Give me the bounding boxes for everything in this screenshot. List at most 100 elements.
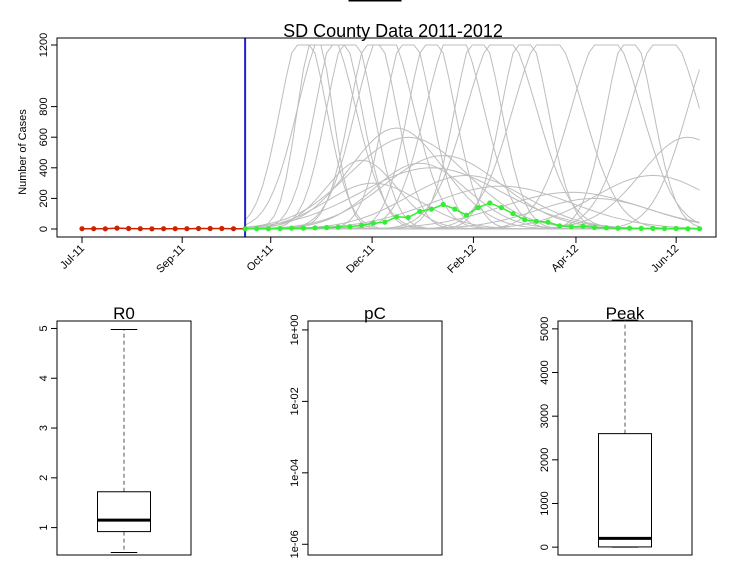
forecast-period-point: [580, 223, 586, 229]
observed-point: [184, 226, 190, 232]
x-tick-label: Jun-12: [649, 243, 681, 275]
top-y-axis-label: Number of Cases: [17, 109, 29, 195]
observed-point: [172, 226, 178, 232]
simulation-curves: [244, 44, 700, 230]
peak-panel: Peak 0 1000 2000 3000 4000 5000: [539, 304, 693, 556]
r0-boxplot: [97, 328, 151, 554]
y-tick-label: 1e+00: [289, 314, 301, 345]
y-tick-label: 2: [38, 475, 50, 481]
forecast-period-point: [417, 208, 423, 214]
forecast-period-point: [685, 226, 691, 232]
y-tick-label: 800: [38, 97, 50, 115]
forecast-period-point: [463, 212, 469, 218]
forecast-period-point: [300, 225, 306, 231]
observed-point: [91, 226, 97, 232]
forecast-period-point: [265, 226, 271, 232]
observed-point: [126, 225, 132, 232]
top-y-axis: 0 200 400 600 800 1200: [38, 33, 58, 232]
y-tick-label: 4: [38, 375, 50, 381]
y-tick-label: 5: [38, 325, 50, 331]
observed-point: [230, 226, 237, 232]
simulation-curve: [245, 69, 700, 230]
forecast-period-point: [277, 225, 283, 232]
y-tick-label: 0: [539, 544, 551, 550]
y-tick-label: 1200: [38, 33, 50, 57]
observed-series: [79, 225, 248, 232]
peak-boxplot: [598, 319, 652, 548]
forecast-period-point: [650, 225, 656, 231]
forecast-period-point: [254, 226, 260, 232]
forecast-period-point: [592, 224, 598, 231]
forecast-period-point: [557, 223, 563, 229]
forecast-period-point: [627, 225, 633, 231]
forecast-period-point: [405, 214, 411, 221]
forecast-period-point: [487, 200, 493, 206]
observed-point: [79, 226, 85, 232]
peak-title: Peak: [606, 304, 645, 323]
y-tick-label: 1000: [539, 491, 551, 515]
top-plot-frame: [56, 37, 717, 238]
forecast-period-point: [533, 218, 540, 224]
forecast-period-point: [428, 206, 435, 212]
iqr-box: [97, 491, 151, 533]
forecast-period-point: [370, 220, 376, 226]
top-title: SD County Data 2011-2012: [283, 21, 503, 41]
forecast-period-point: [440, 201, 446, 208]
forecast-period-point: [475, 205, 481, 211]
forecast-period-point: [673, 225, 679, 232]
forecast-period-point: [510, 211, 516, 217]
forecast-period-point: [661, 225, 668, 232]
x-tick-label: Apr-12: [549, 243, 581, 275]
peak-y-axis: 0 1000 2000 3000 4000 5000: [539, 317, 559, 550]
y-tick-label: 1e-02: [289, 387, 301, 415]
observed-point: [149, 226, 155, 232]
forecast-period-line: [245, 202, 700, 230]
observed-point: [114, 225, 120, 231]
forecast-period-point: [394, 214, 400, 220]
observed-point: [137, 226, 143, 232]
y-tick-label: 3: [38, 425, 50, 431]
x-tick-label: Feb-12: [445, 243, 478, 276]
observed-point: [207, 225, 213, 232]
y-tick-label: 1e-06: [289, 530, 301, 558]
y-tick-label: 400: [38, 159, 50, 177]
simulation-curve: [245, 167, 700, 230]
forecast-period-point: [347, 224, 353, 230]
x-tick-label: Jul-11: [58, 243, 87, 272]
forecast-period-point: [242, 226, 248, 232]
y-tick-label: 1e-04: [289, 459, 301, 487]
simulation-curve: [245, 155, 700, 230]
forecast-period-point: [568, 224, 574, 230]
forecast-period-point: [696, 226, 703, 232]
pc-title: pC: [364, 304, 386, 323]
top-panel: SD County Data 2011-2012 0 200 400 600 800 12…: [17, 21, 717, 276]
forecast-period-point: [522, 217, 528, 223]
top-x-axis: Jul-11 Sep-11 Oct-11 Dec-11 Feb-12 Apr-12 Jun-…: [58, 236, 681, 276]
x-tick-label: Oct-11: [245, 243, 276, 274]
forecast-period-point: [312, 225, 318, 231]
forecast-period-point: [289, 225, 295, 231]
y-tick-label: 3000: [539, 404, 551, 428]
y-tick-label: 5000: [539, 317, 551, 341]
forecast-period-point: [603, 225, 609, 231]
forecast-period-point: [382, 219, 388, 225]
forecast-period-point: [638, 225, 644, 231]
y-tick-label: 0: [38, 226, 50, 232]
forecast-period-point: [359, 222, 365, 228]
observed-point: [219, 225, 225, 232]
y-tick-label: 4000: [539, 360, 551, 384]
forecast-period-point: [545, 219, 551, 225]
y-tick-label: 200: [38, 189, 50, 207]
forecast-period-point: [498, 205, 504, 211]
y-tick-label: 1: [38, 525, 50, 531]
y-tick-label: 2000: [539, 448, 551, 472]
pc-panel: pC 1e-06 1e-04 1e-02 1e+00: [289, 0, 443, 558]
x-tick-label: Sep-11: [154, 243, 187, 276]
observed-point: [195, 225, 202, 232]
iqr-box: [598, 433, 652, 548]
forecast-period-series: [242, 200, 703, 232]
x-tick-label: Dec-11: [344, 243, 377, 276]
observed-point: [161, 226, 167, 232]
forecast-period-point: [452, 206, 458, 212]
r0-y-axis: 1 2 3 4 5: [38, 325, 58, 531]
